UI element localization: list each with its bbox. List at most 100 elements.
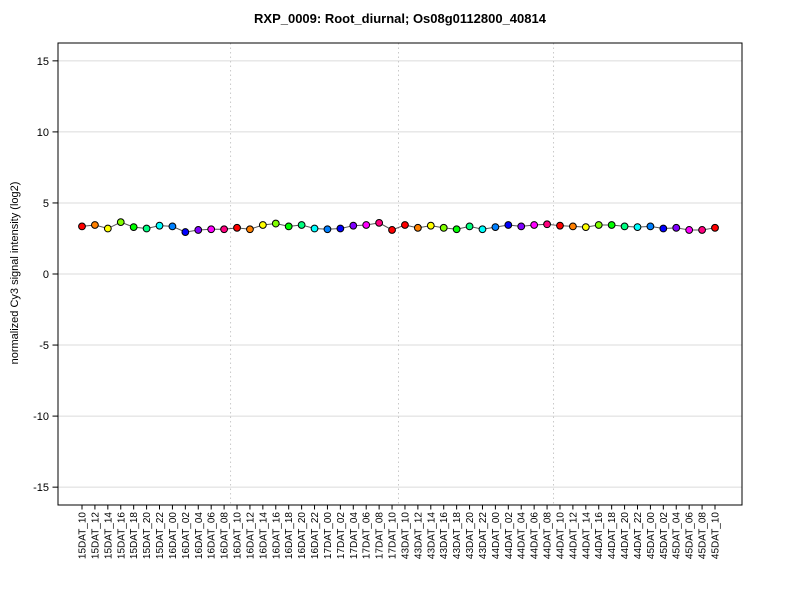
data-point [426, 221, 435, 230]
x-tick-label: 44DAT_20 [620, 512, 631, 560]
chart-title: RXP_0009: Root_diurnal; Os08g0112800_408… [254, 11, 546, 26]
data-point [233, 223, 241, 232]
y-tick-label: 0 [43, 269, 49, 281]
data-point [246, 225, 254, 234]
data-point [181, 228, 190, 236]
data-point [491, 223, 500, 232]
x-tick-label: 16DAT_02 [181, 512, 192, 560]
data-point [607, 221, 616, 229]
data-point [388, 226, 396, 234]
x-tick-label: 17DAT_02 [336, 512, 347, 560]
x-tick-label: 44DAT_18 [607, 512, 618, 560]
data-point [284, 222, 293, 231]
x-tick-label: 16DAT_18 [284, 512, 295, 560]
data-point [194, 226, 203, 234]
x-tick-label: 16DAT_22 [310, 512, 321, 560]
x-tick-label: 43DAT_20 [465, 512, 476, 560]
data-point [129, 223, 138, 232]
data-point [323, 225, 332, 234]
data-point [452, 225, 461, 234]
x-tick-label: 45DAT_04 [672, 512, 683, 560]
data-point [685, 226, 694, 234]
x-tick-label: 15DAT_10 [78, 512, 89, 560]
x-tick-label: 44DAT_06 [530, 512, 541, 560]
y-tick-label: -15 [33, 482, 49, 494]
x-tick-label: 16DAT_12 [245, 512, 256, 560]
x-tick-label: 45DAT_02 [659, 512, 670, 560]
y-tick-label: 5 [43, 198, 49, 210]
data-point [568, 222, 577, 231]
data-point [91, 221, 99, 229]
data-point [401, 221, 409, 229]
data-point [103, 224, 112, 233]
x-tick-label: 45DAT_10 [711, 512, 722, 560]
data-point [620, 222, 629, 231]
x-tick-label: 16DAT_14 [258, 512, 269, 560]
data-point [439, 223, 448, 232]
x-tick-label: 43DAT_22 [478, 512, 489, 560]
x-tick-label: 45DAT_00 [646, 512, 657, 560]
data-point [375, 218, 384, 227]
data-point [297, 221, 306, 229]
x-tick-label: 16DAT_10 [233, 512, 244, 560]
data-point [581, 223, 590, 232]
data-point [116, 218, 125, 227]
data-point [517, 222, 526, 231]
x-tick-label: 45DAT_08 [698, 512, 709, 560]
y-tick-label: 15 [37, 56, 49, 68]
data-point [633, 223, 642, 232]
x-tick-label: 44DAT_14 [581, 512, 592, 560]
x-tick-label: 17DAT_08 [375, 512, 386, 560]
x-tick-label: 45DAT_06 [685, 512, 696, 560]
x-tick-label: 44DAT_08 [543, 512, 554, 560]
x-tick-label: 43DAT_10 [400, 512, 411, 560]
data-point [78, 222, 86, 231]
x-tick-label: 43DAT_16 [439, 512, 450, 560]
x-tick-label: 16DAT_04 [194, 512, 205, 560]
x-tick-label: 16DAT_20 [297, 512, 308, 560]
data-point [349, 221, 358, 230]
x-tick-label: 44DAT_04 [517, 512, 528, 560]
x-tick-label: 44DAT_16 [594, 512, 605, 560]
y-tick-label: -5 [39, 340, 49, 352]
x-tick-label: 17DAT_04 [349, 512, 360, 560]
data-point [362, 221, 371, 229]
y-tick-label: 10 [37, 127, 49, 139]
data-point [336, 224, 345, 233]
x-tick-label: 44DAT_22 [633, 512, 644, 560]
data-point [659, 224, 668, 233]
data-point [530, 221, 539, 229]
data-point [413, 223, 422, 232]
data-point [594, 221, 603, 229]
x-tick-label: 44DAT_10 [555, 512, 566, 560]
x-tick-label: 15DAT_22 [155, 512, 166, 560]
data-point [556, 221, 564, 230]
data-point [543, 220, 551, 229]
y-tick-label: -10 [33, 411, 49, 423]
x-tick-label: 44DAT_02 [504, 512, 515, 560]
x-tick-label: 15DAT_20 [142, 512, 153, 560]
plot-border [57, 42, 743, 506]
x-tick-label: 15DAT_16 [116, 512, 127, 560]
data-point [258, 221, 267, 229]
x-tick-label: 16DAT_16 [271, 512, 282, 560]
x-tick-label: 43DAT_18 [452, 512, 463, 560]
data-point [646, 222, 655, 231]
x-tick-label: 16DAT_08 [220, 512, 231, 560]
data-point [271, 219, 280, 228]
x-tick-label: 16DAT_06 [207, 512, 218, 560]
data-point [465, 222, 474, 231]
x-tick-label: 43DAT_14 [426, 512, 437, 560]
data-point [168, 222, 177, 231]
data-point [310, 224, 319, 233]
x-tick-label: 15DAT_18 [129, 512, 140, 560]
data-point [504, 221, 513, 229]
x-tick-label: 44DAT_00 [491, 512, 502, 560]
data-point [698, 226, 706, 234]
x-tick-label: 44DAT_12 [568, 512, 579, 560]
data-point [155, 221, 164, 230]
data-point [207, 225, 216, 234]
x-tick-label: 17DAT_00 [323, 512, 334, 560]
